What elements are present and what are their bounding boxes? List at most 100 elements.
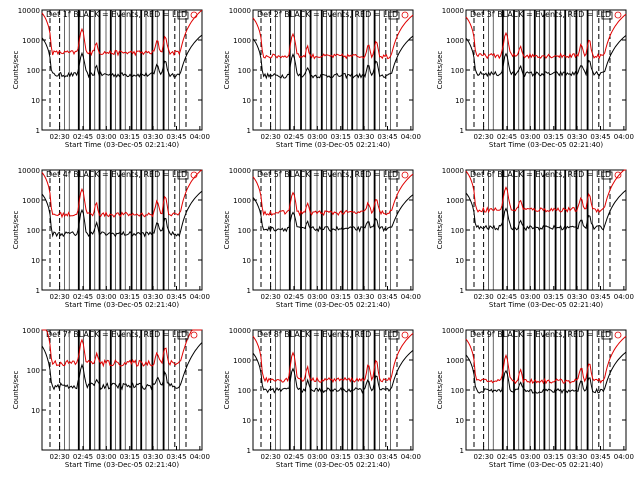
- x-tick-label: 02:45: [73, 133, 93, 141]
- legend-box: [388, 171, 400, 180]
- events-series-line: [252, 349, 414, 394]
- x-tick-label: 03:45: [166, 133, 186, 141]
- y-tick-label: 1000: [446, 197, 464, 205]
- legend-box: [177, 171, 189, 180]
- lld-series-line: [42, 329, 202, 368]
- y-tick-label: 1000: [446, 357, 464, 365]
- chart-title: Det 8f BLACK = Events, RED = LLD: [257, 330, 398, 339]
- legend-marker: [190, 331, 198, 339]
- y-tick-label: 1000: [233, 197, 251, 205]
- y-tick-label: 1000: [22, 327, 40, 335]
- events-series-line: [41, 34, 203, 79]
- x-tick-label: 02:45: [497, 133, 517, 141]
- events-series-line: [465, 189, 627, 232]
- x-tick-label: 03:00: [520, 293, 540, 301]
- x-tick-label: 02:45: [284, 293, 304, 301]
- legend-marker: [614, 11, 622, 19]
- chart-panel-4: Det 4f BLACK = Events, RED = LLD 1 10 100 10…: [12, 167, 210, 309]
- x-tick-label: 02:30: [474, 133, 494, 141]
- legend-box: [388, 11, 400, 20]
- y-tick-label: 1000: [22, 197, 40, 205]
- chart-title: Det 6f BLACK = Events, RED = LLD: [470, 170, 611, 179]
- y-tick-label: 100: [238, 67, 251, 75]
- x-tick-label: 03:00: [96, 133, 116, 141]
- events-series-line: [465, 351, 627, 395]
- legend-box: [177, 11, 189, 20]
- x-tick-label: 03:15: [331, 453, 351, 461]
- x-axis-label: Start Time (03-Dec-05 02:21:40): [65, 461, 179, 469]
- y-axis-label: Counts/sec: [12, 211, 20, 250]
- x-tick-label: 02:45: [284, 453, 304, 461]
- x-tick-label: 03:00: [307, 453, 327, 461]
- legend-box: [177, 331, 189, 340]
- x-tick-label: 02:45: [284, 133, 304, 141]
- x-axis-label: Start Time (03-Dec-05 02:21:40): [276, 461, 390, 469]
- x-tick-label: 03:30: [354, 453, 374, 461]
- x-tick-label: 03:45: [166, 293, 186, 301]
- x-tick-label: 03:15: [544, 133, 564, 141]
- x-tick-label: 04:00: [614, 133, 634, 141]
- y-tick-label: 10: [31, 407, 40, 415]
- x-tick-label: 03:45: [590, 133, 610, 141]
- y-tick-label: 100: [451, 227, 464, 235]
- y-tick-label: 1: [247, 447, 251, 455]
- x-tick-label: 03:00: [96, 293, 116, 301]
- lld-series-line: [465, 13, 627, 60]
- y-tick-label: 10: [455, 257, 464, 265]
- y-tick-label: 10000: [229, 167, 251, 175]
- legend-marker: [401, 171, 409, 179]
- lld-series-line: [41, 9, 203, 57]
- chart-title: Det 9f BLACK = Events, RED = LLD: [470, 330, 611, 339]
- x-axis-label: Start Time (03-Dec-05 02:21:40): [489, 301, 603, 309]
- x-tick-label: 04:00: [190, 133, 210, 141]
- y-tick-label: 10: [455, 417, 464, 425]
- events-series-line: [252, 35, 414, 80]
- x-tick-label: 02:45: [497, 453, 517, 461]
- lld-series-line: [252, 333, 414, 384]
- x-tick-label: 02:30: [50, 293, 70, 301]
- x-tick-label: 03:00: [307, 133, 327, 141]
- legend-marker: [614, 331, 622, 339]
- x-tick-label: 02:30: [474, 453, 494, 461]
- x-tick-label: 03:00: [96, 453, 116, 461]
- y-tick-label: 1: [460, 287, 464, 295]
- x-axis-label: Start Time (03-Dec-05 02:21:40): [489, 461, 603, 469]
- legend-marker: [401, 11, 409, 19]
- x-tick-label: 04:00: [190, 293, 210, 301]
- lld-series-line: [465, 335, 627, 385]
- y-tick-label: 1: [247, 127, 251, 135]
- y-axis-label: Counts/sec: [223, 371, 231, 410]
- x-tick-label: 04:00: [614, 293, 634, 301]
- y-tick-label: 10000: [18, 167, 40, 175]
- x-tick-label: 02:45: [73, 293, 93, 301]
- chart-panel-2: Det 2f BLACK = Events, RED = LLD 1 10 100 10…: [223, 7, 421, 149]
- lld-series-line: [252, 173, 414, 217]
- x-tick-label: 03:30: [567, 293, 587, 301]
- x-tick-label: 03:45: [377, 453, 397, 461]
- y-axis-label: Counts/sec: [436, 211, 444, 250]
- x-tick-label: 03:30: [143, 293, 163, 301]
- x-tick-label: 03:15: [544, 293, 564, 301]
- x-tick-label: 03:30: [567, 453, 587, 461]
- y-tick-label: 10000: [442, 327, 464, 335]
- lld-series-line: [465, 169, 626, 214]
- events-series-line: [465, 35, 627, 78]
- x-tick-label: 02:30: [50, 453, 70, 461]
- x-tick-label: 04:00: [190, 453, 210, 461]
- chart-panel-3: Det 3f BLACK = Events, RED = LLD 1 10 100 10…: [436, 7, 634, 149]
- x-tick-label: 04:00: [401, 293, 421, 301]
- y-tick-label: 10: [455, 97, 464, 105]
- plot-frame: [465, 169, 627, 291]
- y-axis-label: Counts/sec: [12, 51, 20, 90]
- y-axis-label: Counts/sec: [223, 51, 231, 90]
- lld-series-line: [252, 14, 414, 60]
- y-tick-label: 10000: [229, 327, 251, 335]
- x-tick-label: 03:00: [520, 133, 540, 141]
- x-axis-label: Start Time (03-Dec-05 02:21:40): [276, 301, 390, 309]
- x-axis-label: Start Time (03-Dec-05 02:21:40): [489, 141, 603, 149]
- x-tick-label: 03:30: [143, 453, 163, 461]
- legend-marker: [401, 331, 409, 339]
- legend-box: [601, 171, 613, 180]
- chart-title: Det 3f BLACK = Events, RED = LLD: [470, 10, 611, 19]
- plot-frame: [465, 9, 627, 131]
